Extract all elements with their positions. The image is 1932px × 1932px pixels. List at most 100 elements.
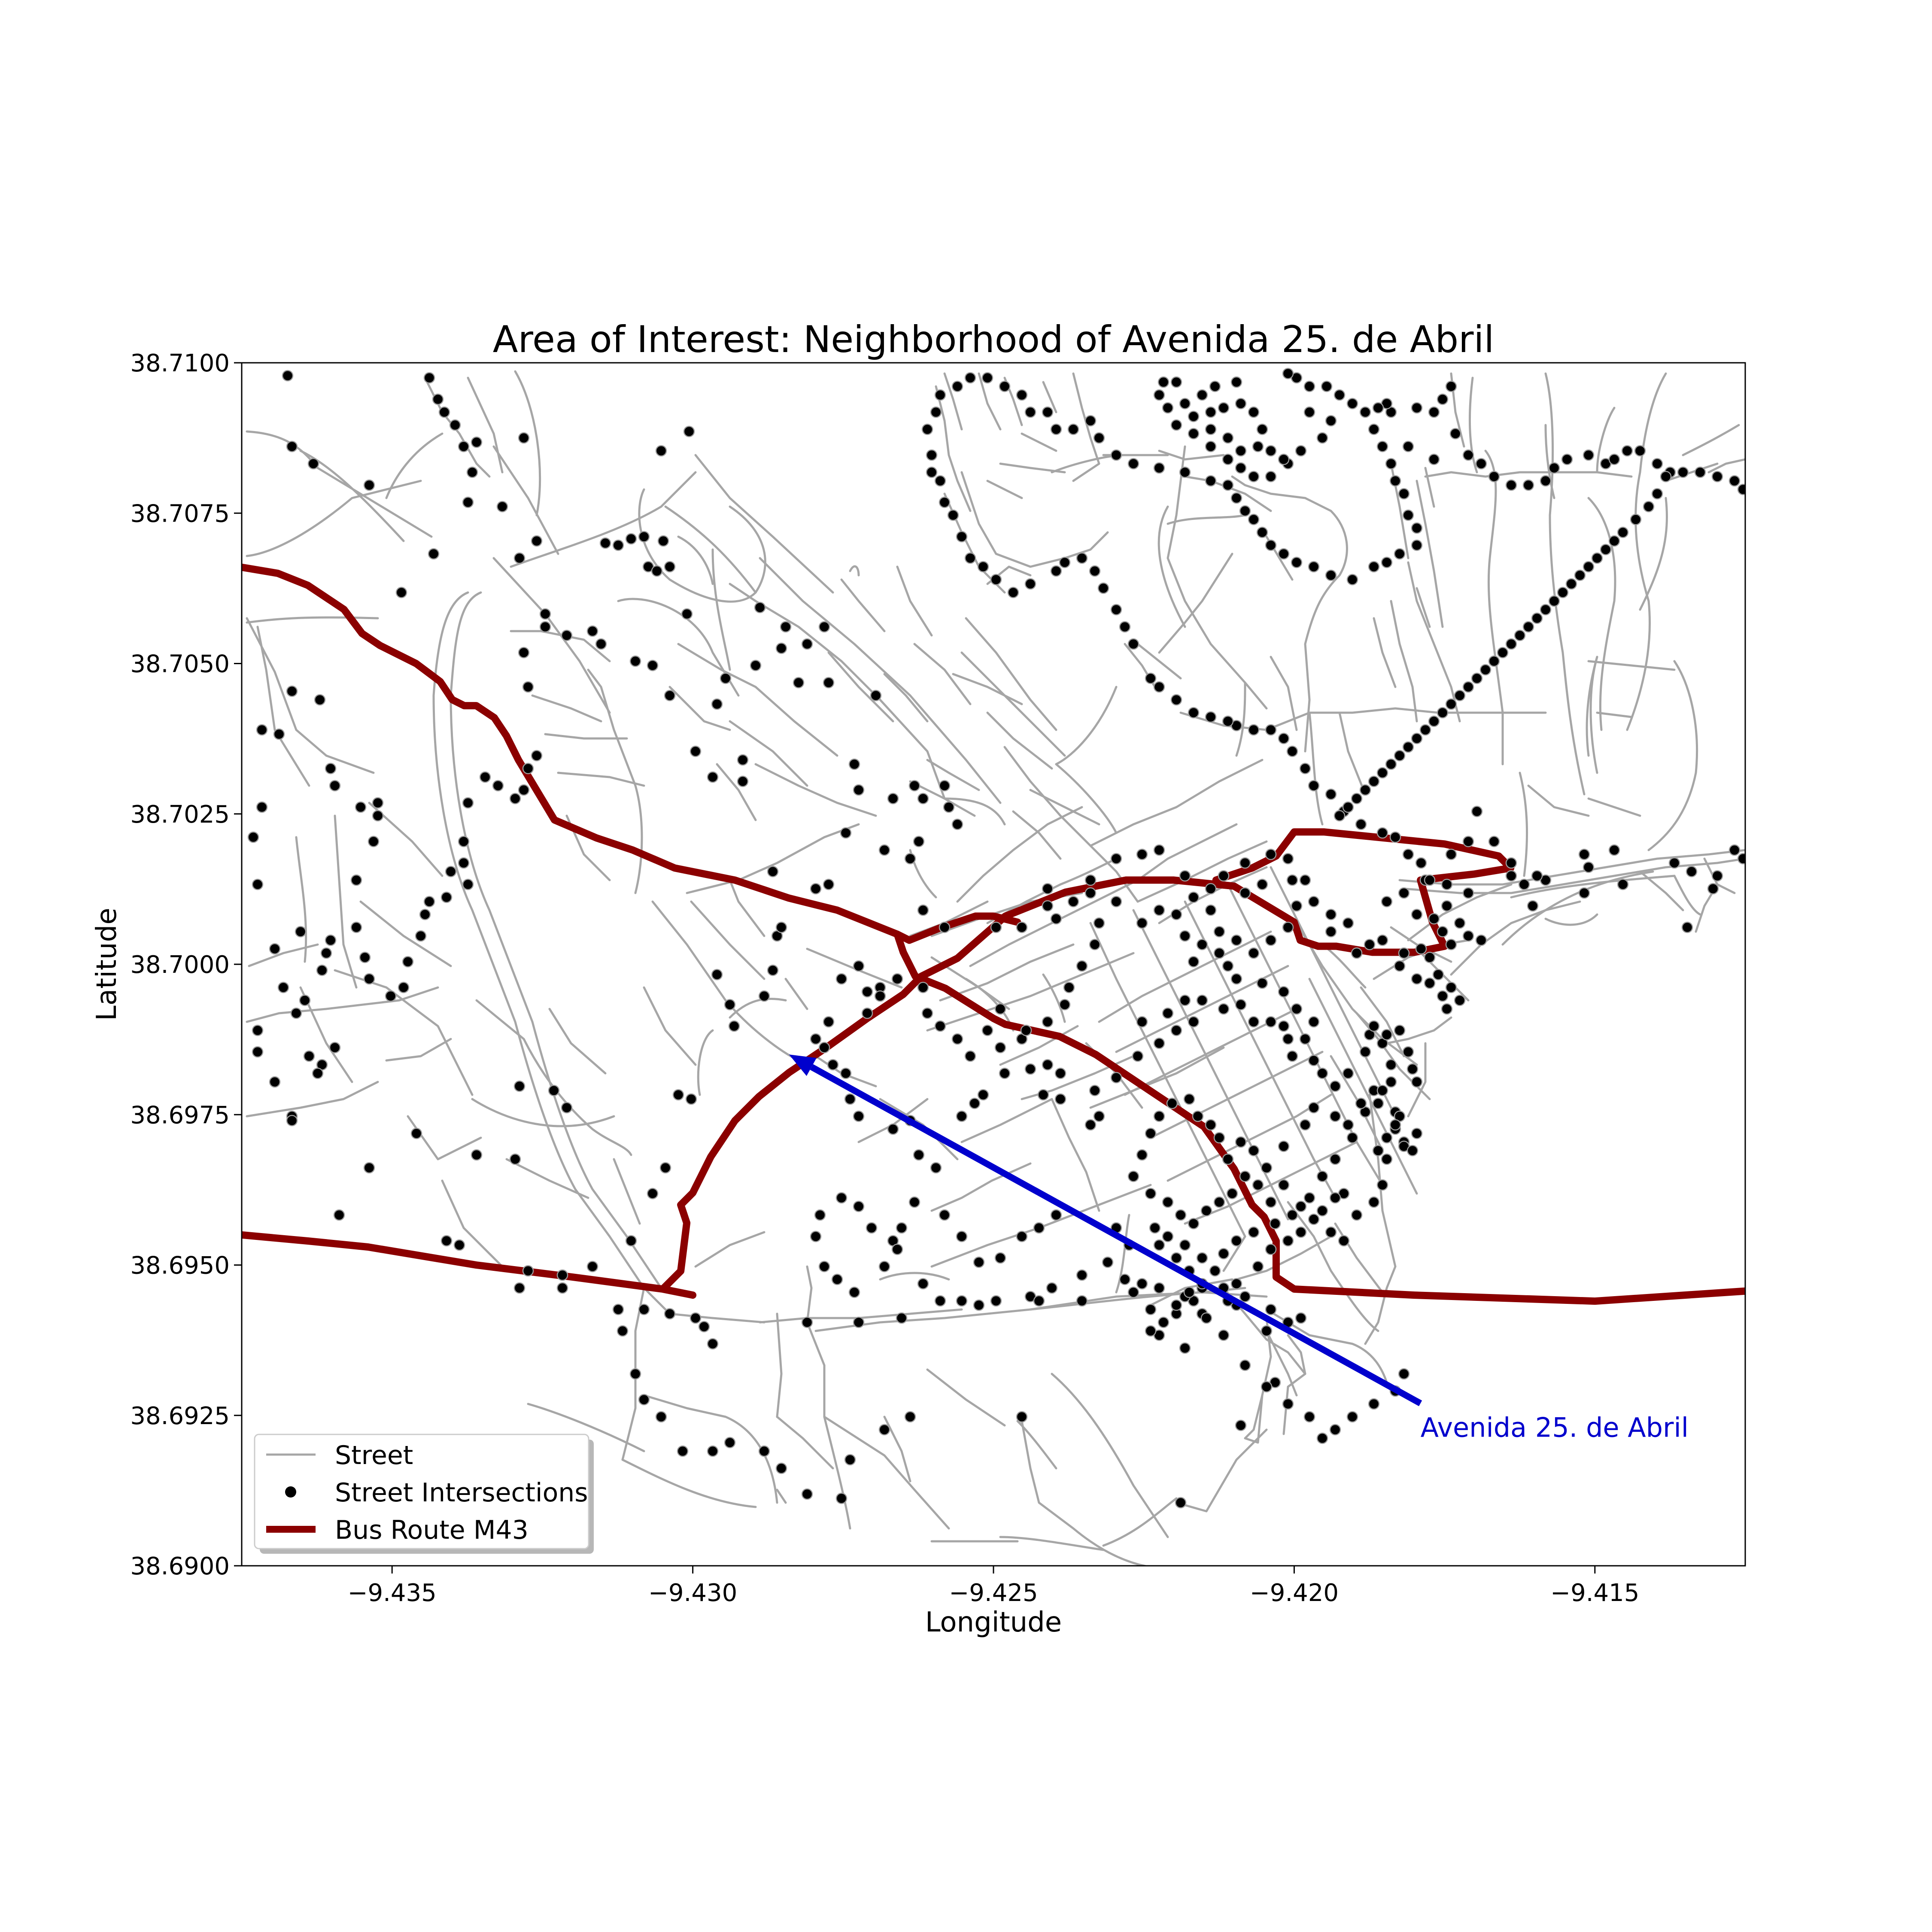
street-line <box>505 1158 589 1199</box>
street-intersection-point <box>844 1093 856 1105</box>
street-line <box>986 857 1118 924</box>
street-intersection-point <box>1441 878 1453 890</box>
street-intersection-point <box>518 432 530 444</box>
street-intersection-point <box>1316 1432 1328 1444</box>
street-intersection-point <box>372 810 384 822</box>
street-intersection-point <box>1256 878 1268 890</box>
street-line <box>1166 514 1246 525</box>
street-intersection-point <box>1127 458 1139 470</box>
street-intersection-point <box>1110 896 1122 908</box>
street-intersection-point <box>1381 1029 1393 1041</box>
street-intersection-point <box>870 690 882 702</box>
street-intersection-point <box>801 1488 813 1500</box>
street-intersection-point <box>1261 1162 1273 1174</box>
street-intersection-point <box>522 762 534 775</box>
street-intersection-point <box>1316 1170 1328 1182</box>
plot-area: Avenida 25. de Abril <box>241 362 1746 1567</box>
street-intersection-point <box>1325 908 1337 920</box>
street-line <box>960 471 1109 568</box>
street-line <box>1175 1428 1268 1513</box>
street-intersection-point <box>1441 1003 1453 1015</box>
street-intersection-point <box>1368 1196 1380 1208</box>
street-intersection-point <box>1471 805 1483 817</box>
street-intersection-point <box>1252 1179 1264 1191</box>
street-intersection-point <box>1067 896 1079 908</box>
street-intersection-point <box>471 436 483 448</box>
street-intersection-point <box>1295 1312 1307 1324</box>
street-intersection-point <box>1342 1067 1354 1079</box>
street-intersection-point <box>1398 1368 1410 1380</box>
street-intersection-point <box>1346 1132 1358 1144</box>
street-intersection-point <box>1462 930 1474 942</box>
street-intersection-point <box>1643 501 1655 513</box>
street-line <box>246 617 375 774</box>
street-intersection-point <box>1308 896 1320 908</box>
street-line <box>784 978 808 1010</box>
street-line <box>1265 1308 1388 1384</box>
street-intersection-point <box>711 698 723 710</box>
street-intersection-point <box>1475 458 1487 470</box>
street-intersection-point <box>1145 1303 1157 1315</box>
street-intersection-point <box>990 574 1002 586</box>
legend-route-label: Bus Route M43 <box>335 1515 529 1545</box>
street-line <box>1416 480 1444 628</box>
street-intersection-point <box>1286 745 1298 757</box>
street-line <box>1468 377 1478 474</box>
street-intersection-point <box>1346 574 1358 586</box>
street-line <box>1003 746 1139 903</box>
street-intersection-point <box>1338 1235 1350 1247</box>
street-intersection-point <box>866 1222 878 1234</box>
x-axis-label: Longitude <box>925 1607 1062 1638</box>
street-intersection-point <box>314 694 326 706</box>
street-intersection-point <box>990 1295 1002 1307</box>
y-tick-label: 38.7100 <box>130 349 230 377</box>
street-intersection-point <box>1424 977 1436 989</box>
street-intersection-point <box>840 827 852 839</box>
street-intersection-point <box>1316 1067 1328 1079</box>
street-line <box>475 999 632 1156</box>
street-intersection-point <box>685 1093 697 1105</box>
street-intersection-point <box>823 1016 835 1028</box>
street-intersection-point <box>256 801 268 813</box>
street-intersection-point <box>1136 917 1148 929</box>
street-intersection-point <box>1278 453 1290 465</box>
street-intersection-point <box>1192 1110 1204 1122</box>
street-intersection-point <box>1574 569 1586 581</box>
street-line <box>1703 857 1736 894</box>
street-intersection-point <box>934 389 946 401</box>
street-intersection-point <box>612 539 624 551</box>
y-tick-label: 38.6925 <box>130 1402 230 1430</box>
street-intersection-point <box>1359 406 1371 418</box>
intersection-layer <box>247 368 1745 1509</box>
street-intersection-point <box>1170 694 1182 706</box>
x-tick-label: −9.430 <box>648 1579 737 1607</box>
street-intersection-point <box>1329 1153 1341 1165</box>
street-line <box>548 1008 607 1075</box>
street-intersection-point <box>1630 513 1642 526</box>
street-intersection-point <box>1248 1226 1260 1238</box>
street-line <box>1501 870 1654 946</box>
legend-intersection-label: Street Intersections <box>335 1478 588 1508</box>
street-intersection-point <box>629 1368 641 1380</box>
street-intersection-point <box>1230 1235 1242 1247</box>
street-intersection-point <box>1235 1136 1247 1148</box>
street-line <box>926 759 980 791</box>
street-intersection-point <box>1505 870 1517 882</box>
street-line <box>638 488 766 603</box>
street-intersection-point <box>1282 1235 1294 1247</box>
street-intersection-point <box>1325 1226 1337 1238</box>
street-intersection-point <box>981 372 993 384</box>
street-intersection-point <box>1179 1239 1191 1251</box>
street-intersection-point <box>1282 1033 1294 1045</box>
street-line <box>883 1416 911 1482</box>
street-intersection-point <box>363 1162 375 1174</box>
street-intersection-point <box>1583 561 1595 573</box>
street-intersection-point <box>939 496 951 508</box>
street-intersection-point <box>981 1024 993 1036</box>
street-intersection-point <box>1110 853 1122 865</box>
street-intersection-point <box>1381 556 1393 568</box>
street-intersection-point <box>664 690 676 702</box>
street-intersection-point <box>509 793 521 805</box>
street-line <box>999 1025 1079 1066</box>
street-intersection-point <box>1334 810 1346 822</box>
